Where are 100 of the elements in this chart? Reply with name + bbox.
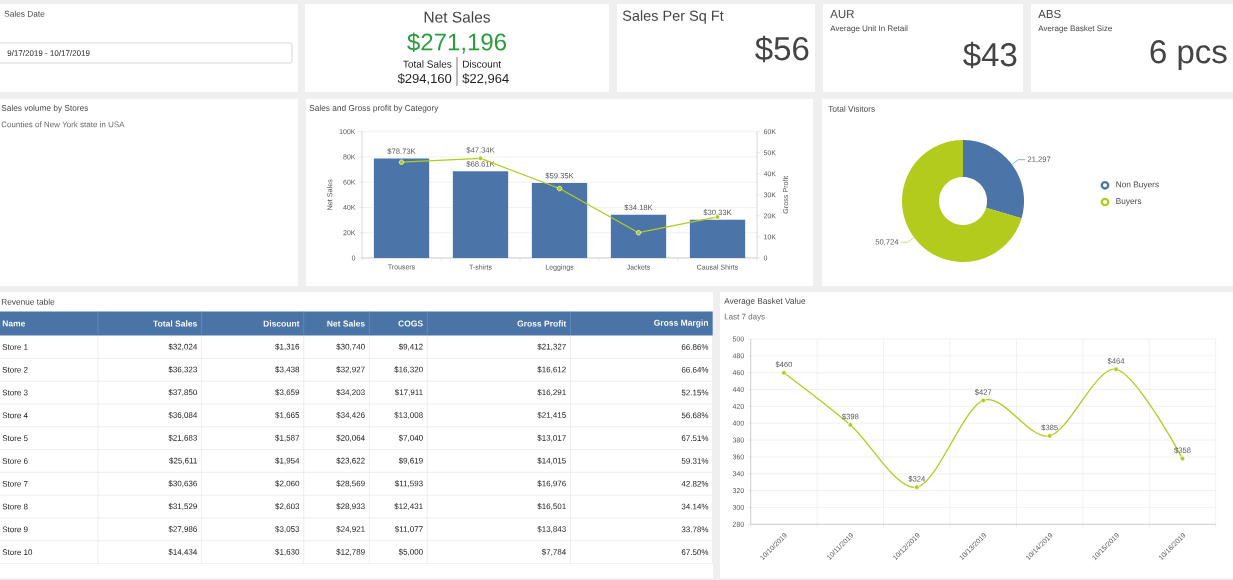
text: $14,434 [168,548,198,556]
text: 33.78% [681,526,709,533]
text: Store 6 [2,458,28,464]
text: $1,665 [275,411,300,419]
bar [452,171,509,258]
category-label: COGS [398,320,423,327]
point [398,159,405,165]
text: $16,320 [394,366,423,374]
text: $1,316 [275,343,300,351]
text: 34.14% [681,503,709,510]
point [847,422,854,428]
text: Store 10 [2,549,33,556]
text: $3,659 [275,389,300,397]
point [635,230,642,236]
text: $11,077 [394,525,423,533]
chart-title: Sales and Gross profit by Category [309,104,439,113]
text: 6 pcs [1150,40,1227,70]
text: $21,415 [537,411,566,419]
chart-subtitle: Last 7 days [724,313,765,322]
point [1046,433,1053,439]
point [477,155,484,161]
text: $30,740 [336,343,365,351]
text: 59.31% [681,458,709,464]
text: $294,160 [397,73,452,85]
text: 67.50% [681,549,709,556]
text: Average Basket Size [1038,25,1112,33]
bar [373,158,430,258]
text: 42.82% [681,480,709,487]
text: Counties of New York state in USA [1,121,125,128]
point [556,185,563,192]
bar [531,183,588,258]
text: $16,501 [537,503,566,511]
text: $31,529 [168,503,197,511]
text: AUR [830,9,854,18]
category-label: Gross Profit [517,320,567,327]
text: $34,426 [336,411,365,419]
text: $25,611 [169,457,197,465]
text: 66.86% [681,344,709,350]
text: $271,196 [407,32,506,54]
text: 9/17/2019 - 10/17/2019 [7,50,90,56]
text: $13,017 [537,434,566,442]
text: Revenue table [1,298,55,305]
text: Store 9 [2,526,28,533]
point [1179,455,1186,462]
text: $9,412 [398,343,423,351]
text: $34,203 [336,389,365,397]
text: 66.64% [681,366,709,373]
text: $12,431 [394,503,423,511]
category-label: Net Sales [327,320,365,327]
text: $12,789 [336,548,365,556]
text: $30,636 [168,480,197,488]
text: Sales Per Sq Ft [622,10,724,24]
legend-label: Buyers [1116,198,1142,206]
text: $24,921 [336,525,365,533]
point [781,370,787,376]
text: $16,612 [537,366,566,374]
text: $17,911 [394,389,423,397]
category-label: Name [2,320,26,327]
text: ABS [1038,9,1061,19]
text: 67.51% [681,435,709,442]
text: Store 5 [2,435,28,442]
text: $21,683 [168,434,197,442]
text: Sales Date [4,10,45,17]
text: $13,843 [537,525,566,533]
text: $23,622 [336,457,365,465]
chart-title: Total Visitors [828,105,875,112]
legend-label: Non Buyers [1116,181,1159,189]
text: $5,000 [398,548,423,556]
text: $43 [963,41,1017,69]
text: $7,040 [398,434,423,442]
text: $32,024 [168,343,198,351]
text: 56.68% [681,412,709,419]
chart-title: Average Basket Value [724,297,806,306]
text: $3,053 [275,525,300,533]
text: $11,593 [394,480,423,488]
category-label: Total Sales [153,320,197,327]
text: $37,850 [168,389,197,397]
text: $9,619 [398,457,423,465]
text: Average Unit In Retail [830,25,908,33]
text: $36,323 [168,366,197,374]
text: Store 8 [2,503,28,510]
category-label: Gross Margin [654,319,708,328]
text: $36,084 [168,411,198,419]
text: Store 2 [2,366,28,373]
text: $28,933 [336,503,365,511]
text: Total Sales [403,60,452,68]
text: $2,060 [275,480,300,488]
text: $16,976 [537,480,566,488]
text: $20,064 [336,434,365,442]
text: $1,630 [275,548,300,556]
text: $2,603 [275,503,300,511]
text: Discount [463,60,502,68]
text: Store 7 [2,480,28,487]
text: Store 3 [2,389,28,396]
text: $13,008 [394,411,423,419]
text: Store 4 [2,412,28,419]
text: $22,964 [462,73,509,85]
text: 52.15% [681,389,709,396]
text: Sales volume by Stores [1,104,89,113]
point [980,397,986,404]
